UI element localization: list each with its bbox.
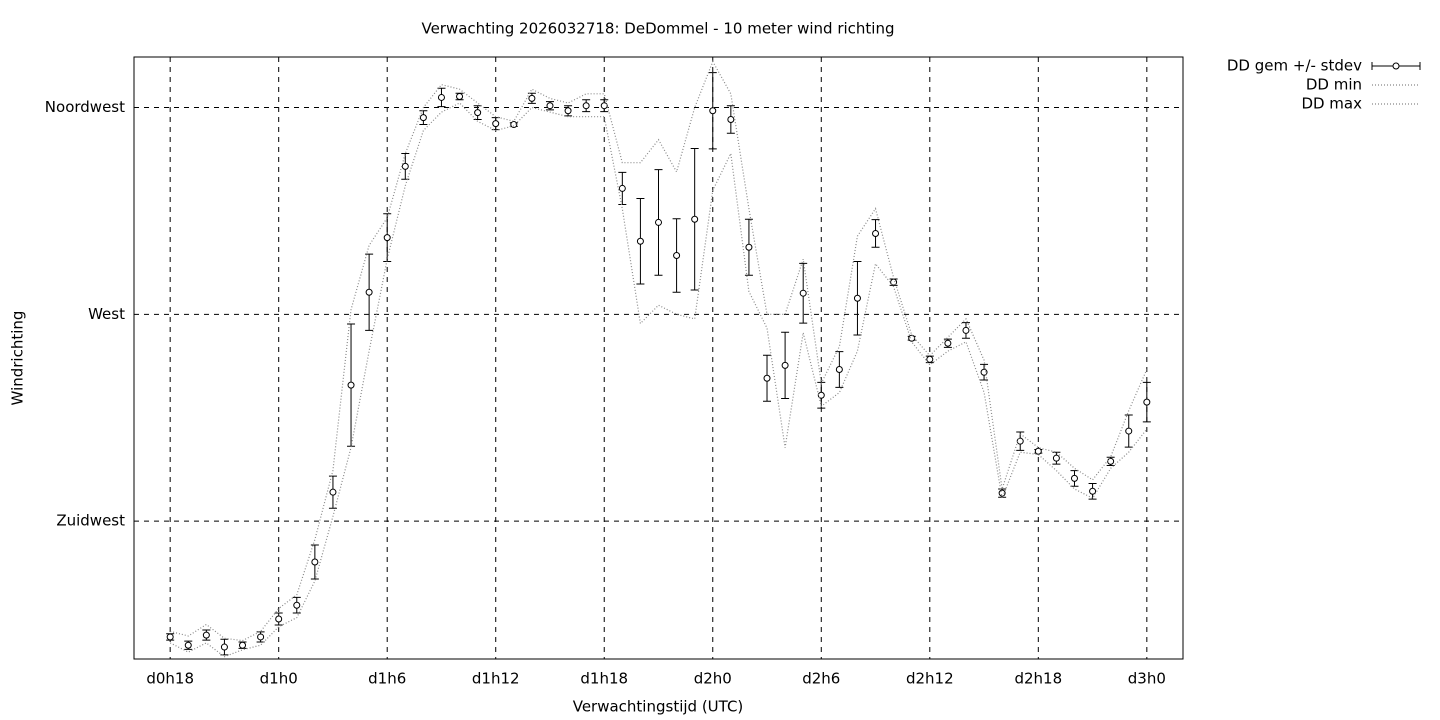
data-point	[474, 109, 482, 117]
y-axis-label: Windrichting	[9, 311, 27, 406]
data-point	[329, 488, 337, 496]
data-point	[582, 102, 590, 110]
legend-label: DD max	[1301, 95, 1362, 113]
y-tick-label: West	[88, 305, 125, 323]
data-point	[202, 631, 210, 639]
x-tick-label: d1h0	[260, 670, 298, 688]
chart-title: Verwachting 2026032718: DeDommel - 10 me…	[421, 20, 894, 38]
x-tick-label: d3h0	[1128, 670, 1166, 688]
data-point	[745, 243, 753, 251]
data-point	[727, 115, 735, 123]
x-tick-label: d1h18	[580, 670, 628, 688]
data-point	[293, 601, 301, 609]
data-point	[673, 252, 681, 260]
data-point	[564, 107, 572, 115]
data-point	[275, 615, 283, 623]
data-point	[492, 120, 500, 128]
data-point	[311, 558, 319, 566]
data-point	[655, 218, 662, 226]
data-point	[817, 391, 825, 399]
data-point	[1125, 427, 1133, 435]
data-point	[1034, 447, 1042, 455]
data-point	[1052, 454, 1060, 462]
data-point	[239, 641, 247, 649]
data-point	[401, 162, 409, 170]
data-point	[872, 229, 880, 237]
x-tick-label: d2h12	[906, 670, 954, 688]
data-point	[1070, 474, 1078, 482]
data-point	[691, 215, 699, 223]
plot-frame	[133, 56, 1184, 660]
data-point	[763, 374, 771, 382]
x-tick-label: d2h6	[802, 670, 840, 688]
data-point	[546, 102, 554, 110]
data-point	[220, 643, 228, 651]
data-point	[944, 339, 952, 347]
data-point	[835, 365, 843, 373]
y-tick-label: Zuidwest	[56, 512, 125, 530]
data-point	[437, 93, 445, 101]
data-point	[347, 381, 355, 389]
x-axis-label: Verwachtingstijd (UTC)	[573, 698, 744, 716]
legend-label: DD gem +/- stdev	[1227, 57, 1362, 75]
data-point	[1089, 487, 1097, 495]
range-line	[169, 102, 1148, 658]
range-line	[170, 60, 1148, 642]
data-point	[618, 184, 626, 192]
data-point	[510, 121, 518, 129]
data-point	[962, 326, 970, 334]
data-point	[781, 361, 789, 369]
data-point	[1143, 398, 1151, 406]
legend-swatch	[1392, 62, 1400, 70]
data-point	[799, 289, 807, 297]
data-point	[528, 94, 536, 102]
x-tick-label: d2h0	[694, 670, 732, 688]
data-point	[456, 93, 464, 101]
data-point	[166, 633, 174, 641]
data-point	[709, 107, 717, 115]
data-point	[184, 641, 192, 649]
legend-label: DD min	[1306, 76, 1362, 94]
data-point	[853, 294, 861, 302]
y-tick-label: Noordwest	[45, 98, 125, 116]
x-tick-label: d1h6	[368, 670, 406, 688]
data-point	[365, 288, 373, 296]
data-point	[419, 114, 427, 122]
data-point	[1107, 457, 1115, 465]
data-point	[383, 234, 391, 242]
x-tick-label: d1h12	[472, 670, 520, 688]
x-tick-label: d2h18	[1014, 670, 1062, 688]
data-point	[257, 633, 265, 641]
data-point	[600, 102, 608, 110]
data-point	[980, 368, 988, 376]
x-tick-label: d0h18	[146, 670, 194, 688]
data-point	[636, 237, 644, 245]
